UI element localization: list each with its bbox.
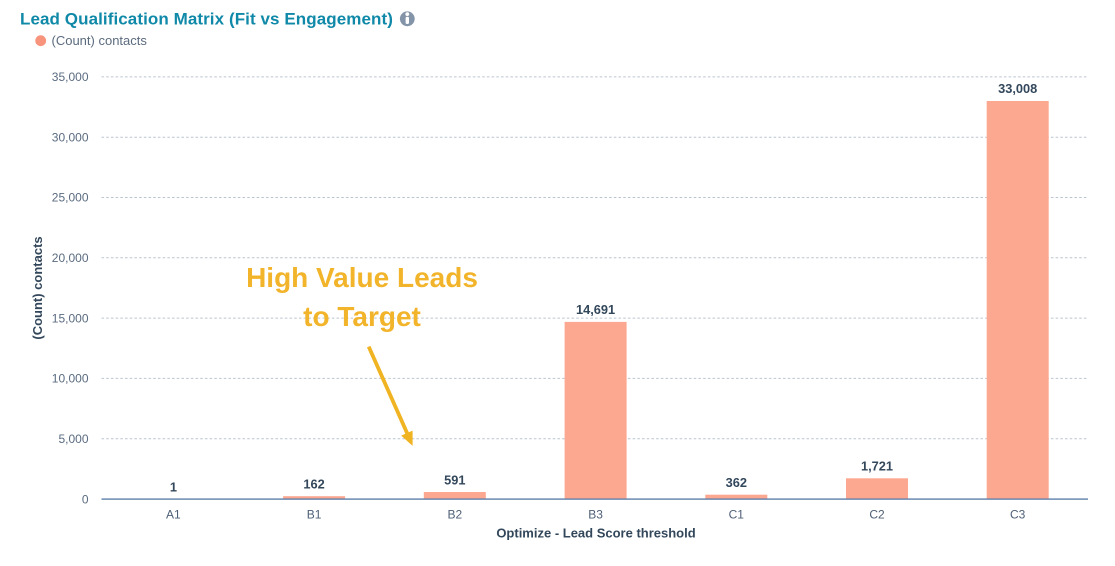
svg-text:10,000: 10,000: [52, 372, 89, 386]
svg-text:C3: C3: [1010, 508, 1026, 522]
svg-text:591: 591: [444, 473, 465, 488]
svg-text:33,008: 33,008: [998, 81, 1037, 96]
svg-text:1: 1: [170, 480, 177, 495]
svg-text:A1: A1: [166, 508, 181, 522]
svg-text:C1: C1: [729, 508, 745, 522]
svg-text:C2: C2: [869, 508, 885, 522]
svg-text:High Value Leads: High Value Leads: [246, 262, 478, 293]
svg-text:B2: B2: [447, 508, 462, 522]
svg-text:5,000: 5,000: [58, 432, 88, 446]
svg-text:1,721: 1,721: [861, 458, 893, 473]
svg-text:25,000: 25,000: [52, 191, 89, 205]
svg-text:Optimize - Lead Score threshol: Optimize - Lead Score threshold: [496, 525, 695, 540]
svg-text:14,691: 14,691: [576, 302, 615, 317]
svg-text:(Count) contacts: (Count) contacts: [52, 33, 148, 48]
svg-text:Lead Qualification Matrix (Fit: Lead Qualification Matrix (Fit vs Engage…: [20, 9, 393, 28]
svg-text:20,000: 20,000: [52, 251, 89, 265]
svg-text:35,000: 35,000: [52, 70, 89, 84]
svg-text:(Count) contacts: (Count) contacts: [30, 236, 45, 339]
svg-text:162: 162: [303, 477, 324, 492]
svg-text:to Target: to Target: [303, 301, 421, 332]
svg-text:0: 0: [82, 492, 89, 506]
svg-text:B3: B3: [588, 508, 603, 522]
svg-text:30,000: 30,000: [52, 130, 89, 144]
svg-text:15,000: 15,000: [52, 311, 89, 325]
svg-text:362: 362: [726, 475, 747, 490]
svg-text:B1: B1: [307, 508, 322, 522]
